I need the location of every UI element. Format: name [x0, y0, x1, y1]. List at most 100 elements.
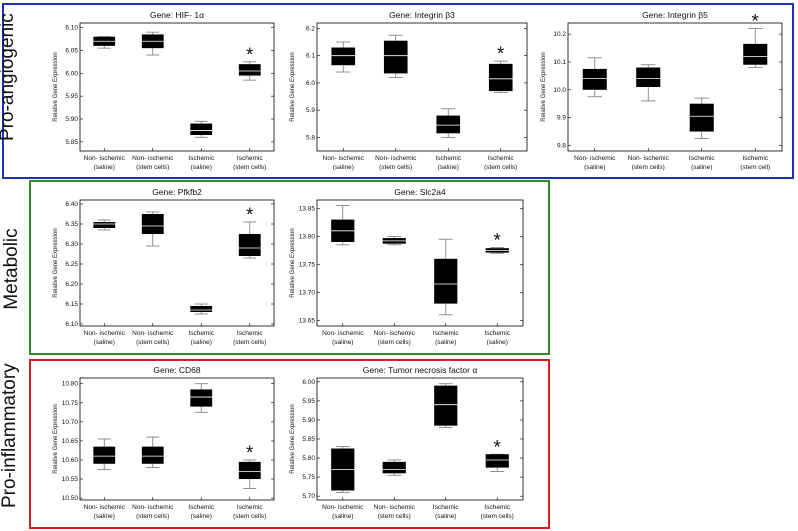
box-iqr: [485, 454, 509, 468]
x-category-label: (stem cells): [136, 339, 169, 346]
x-category-label: (stem cells): [233, 164, 266, 171]
chart-cd68: Gene: CD68 10.50 10.55 10.60 10.65 10.70 10.75…: [53, 365, 275, 520]
y-tick-label: 13.70: [299, 289, 316, 296]
x-category-label: Non- ischemic: [322, 504, 364, 511]
x-category-label: Non- ischemic: [375, 155, 417, 162]
chart-pfkfb2: Gene: Pfkfb2 6.10 6.15 6.20 6.25 6.30 6.35 6.40…: [53, 187, 275, 346]
plot-frame: [567, 22, 783, 152]
x-category-label: Ischemic: [188, 330, 214, 337]
y-tick-label: 5.95: [65, 93, 78, 100]
x-category-label: (stem cells): [484, 164, 517, 171]
box-iqr: [383, 40, 408, 74]
y-axis-label: Relative Gene Expression: [53, 404, 59, 473]
x-category-label: Ischemic: [188, 504, 214, 511]
y-tick-label: 10.80: [62, 381, 79, 388]
plot-frame: [79, 199, 275, 327]
x-category-label: Ischemic: [237, 330, 263, 337]
x-category-label: (saline): [487, 339, 508, 346]
x-category-label: Non- ischemic: [374, 330, 416, 337]
x-category-label: Ischemic: [188, 155, 214, 162]
box-iqr: [582, 68, 607, 90]
x-category-label: (saline): [94, 513, 115, 520]
x-category-label: (saline): [691, 164, 712, 171]
y-tick-label: 5.80: [302, 455, 315, 462]
y-tick-label: 5.70: [302, 493, 315, 500]
group-label-pro-inflammatory: Pro-inflammatory: [0, 363, 20, 508]
x-category-label: (stem cells): [379, 164, 412, 171]
pro-inflammatory-group: [29, 359, 550, 529]
box-iqr: [190, 306, 213, 312]
box-iqr: [238, 234, 261, 256]
y-tick-label: 9.8: [557, 142, 566, 149]
x-category-label: Non- ischemic: [84, 330, 126, 337]
y-tick-label: 5.90: [65, 116, 78, 123]
y-axis-label: Relative Gene Expression: [53, 228, 59, 297]
y-tick-label: 6.15: [65, 301, 78, 308]
x-category-label: Ischemic: [237, 504, 263, 511]
x-category-label: Ischemic: [488, 155, 514, 162]
chart-title: Gene: CD68: [153, 365, 201, 375]
x-category-label: Non- ischemic: [132, 330, 174, 337]
x-category-label: (stem cells): [136, 164, 169, 171]
box-iqr: [488, 63, 513, 92]
x-category-label: (saline): [435, 513, 456, 520]
plot-frame: [316, 199, 524, 327]
box-iqr: [141, 214, 164, 234]
y-tick-label: 6.10: [65, 25, 78, 32]
chart-integrin-b3: Gene: Integrin β3 5.8 5.9 6.0 6.1 6.2 Relative…: [290, 10, 528, 171]
x-category-label: Ischemic: [433, 330, 459, 337]
group-label-pro-angiogenic: Pro-angiogenic: [0, 13, 18, 141]
x-category-label: (saline): [94, 164, 115, 171]
x-category-label: (saline): [435, 339, 456, 346]
y-tick-label: 5.8: [306, 134, 315, 141]
box-iqr: [93, 222, 116, 228]
box-iqr: [93, 446, 116, 464]
y-tick-label: 6.00: [65, 70, 78, 77]
y-tick-label: 5.95: [302, 398, 315, 405]
box-iqr: [434, 258, 458, 304]
y-axis-label: Relative Gene Expression: [290, 404, 296, 473]
metabolic-group: [29, 180, 550, 355]
y-axis-label: Relative Gene Expression: [290, 52, 296, 121]
y-tick-label: 13.75: [299, 261, 316, 268]
y-tick-label: 6.1: [306, 53, 315, 60]
y-tick-label: 10.0: [553, 87, 566, 94]
x-category-label: (stem cells): [481, 513, 514, 520]
y-tick-label: 6.05: [65, 47, 78, 54]
x-category-label: (stem cell): [740, 164, 770, 171]
x-category-label: (saline): [332, 339, 353, 346]
y-tick-label: 5.75: [302, 474, 315, 481]
group-label-metabolic: Metabolic: [1, 228, 22, 310]
box-iqr: [636, 67, 661, 87]
x-category-label: (stem cells): [378, 513, 411, 520]
x-category-label: (stem cells): [378, 339, 411, 346]
x-category-label: (saline): [584, 164, 605, 171]
y-tick-label: 6.30: [65, 241, 78, 248]
y-tick-label: 5.90: [302, 417, 315, 424]
significance-marker: *: [497, 44, 505, 65]
x-category-label: (saline): [191, 339, 212, 346]
x-category-label: Non- ischemic: [323, 155, 365, 162]
x-category-label: (saline): [438, 164, 459, 171]
y-tick-label: 6.10: [65, 321, 78, 328]
x-category-label: Ischemic: [433, 504, 459, 511]
x-category-label: Non- ischemic: [574, 155, 616, 162]
y-tick-label: 9.9: [557, 115, 566, 122]
plot-frame: [316, 22, 528, 152]
significance-marker: *: [494, 231, 502, 252]
x-category-label: Non- ischemic: [628, 155, 670, 162]
y-tick-label: 6.00: [302, 379, 315, 386]
y-tick-label: 10.75: [62, 400, 79, 407]
box-iqr: [141, 446, 164, 464]
x-category-label: (saline): [191, 164, 212, 171]
y-tick-label: 6.0: [306, 80, 315, 87]
y-tick-label: 6.35: [65, 221, 78, 228]
y-tick-label: 10.60: [62, 457, 79, 464]
chart-title: Gene: Slc2a4: [394, 187, 446, 197]
x-category-label: Non- ischemic: [132, 504, 174, 511]
y-tick-label: 10.70: [62, 419, 79, 426]
y-axis-label: Relative Gene Expression: [53, 52, 59, 121]
y-tick-label: 13.85: [299, 205, 316, 212]
x-category-label: Ischemic: [742, 155, 768, 162]
y-tick-label: 6.25: [65, 261, 78, 268]
